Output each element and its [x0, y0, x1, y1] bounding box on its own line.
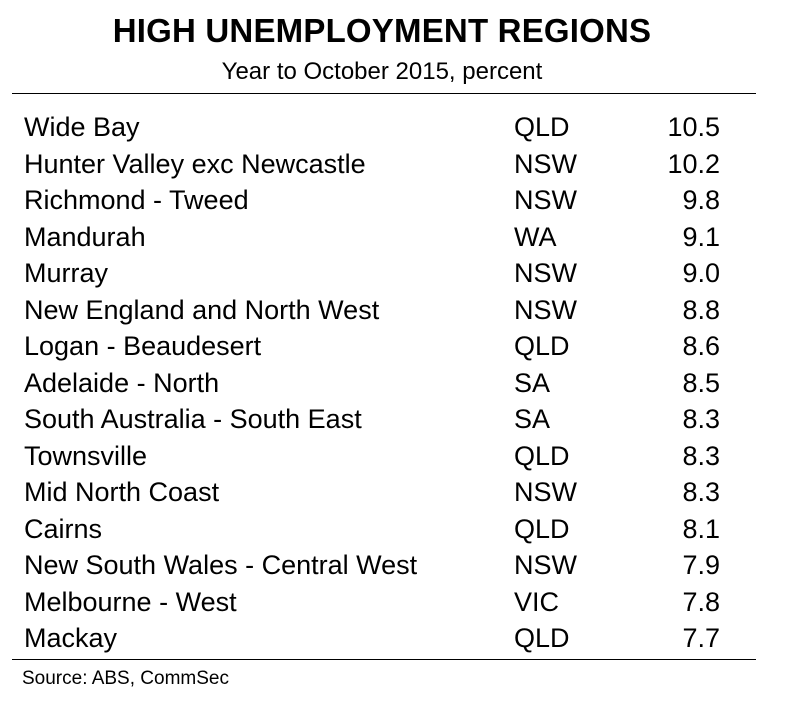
state-cell: QLD	[514, 331, 570, 361]
table-row: South Australia - South East SA 8.3	[0, 403, 764, 440]
unemployment-rate-cell: 10.5	[667, 112, 720, 142]
state-cell: WA	[514, 221, 557, 252]
unemployment-rate-cell: 7.7	[682, 623, 720, 653]
region-name-cell: Murray	[24, 258, 109, 288]
table-row: Townsville QLD 8.3	[0, 440, 764, 477]
state-cell: NSW	[514, 477, 577, 507]
unemployment-rate-cell: 7.9	[682, 550, 720, 580]
table-row: Cairns QLD 8.1	[0, 513, 764, 550]
table-row: Logan - Beaudesert QLD 8.6	[0, 330, 764, 367]
region-name-cell: Logan - Beaudesert	[24, 331, 262, 361]
bottom-divider	[12, 659, 756, 660]
state-cell: NSW	[514, 148, 577, 179]
unemployment-rate-cell: 9.0	[682, 258, 720, 288]
region-name-cell: Townsville	[24, 440, 148, 471]
table-row: Hunter Valley exc Newcastle NSW 10.2	[0, 148, 764, 185]
unemployment-rate-cell: 10.2	[667, 148, 720, 179]
top-divider	[12, 93, 756, 94]
region-name-cell: Mid North Coast	[24, 477, 220, 507]
unemployment-rate-cell: 9.1	[682, 221, 720, 252]
table-row: Mackay QLD 7.7	[0, 622, 764, 659]
table-subtitle: Year to October 2015, percent	[221, 58, 543, 85]
unemployment-rate-cell: 8.6	[682, 331, 720, 361]
table-title: HIGH UNEMPLOYMENT REGIONS	[112, 12, 652, 49]
state-cell: VIC	[514, 586, 560, 617]
state-cell: QLD	[514, 112, 570, 142]
state-cell: NSW	[514, 258, 577, 288]
table-row: Melbourne - West VIC 7.8	[0, 586, 764, 623]
unemployment-rate-cell: 8.3	[682, 404, 720, 434]
table-row: New England and North West NSW 8.8	[0, 294, 764, 331]
region-name-cell: Cairns	[24, 513, 103, 544]
unemployment-rate-cell: 8.3	[682, 440, 720, 471]
region-name-cell: Wide Bay	[24, 112, 140, 142]
state-cell: QLD	[514, 440, 570, 471]
state-cell: SA	[514, 404, 551, 434]
table-row: New South Wales - Central West NSW 7.9	[0, 549, 764, 586]
region-name-cell: New South Wales - Central West	[24, 550, 418, 580]
state-cell: NSW	[514, 294, 577, 325]
table-row: Mandurah WA 9.1	[0, 221, 764, 258]
table-body: Wide Bay QLD 10.5 Hunter Valley exc Newcast…	[0, 111, 764, 659]
region-name-cell: Adelaide - North	[24, 367, 220, 398]
unemployment-rate-cell: 9.8	[682, 185, 720, 215]
table-row: Murray NSW 9.0	[0, 257, 764, 294]
region-name-cell: Mackay	[24, 623, 118, 653]
table-row: Wide Bay QLD 10.5	[0, 111, 764, 148]
region-name-cell: Mandurah	[24, 221, 146, 252]
region-name-cell: South Australia - South East	[24, 404, 362, 434]
table-row: Richmond - Tweed NSW 9.8	[0, 184, 764, 221]
state-cell: QLD	[514, 513, 570, 544]
state-cell: NSW	[514, 550, 577, 580]
region-name-cell: Richmond - Tweed	[24, 185, 249, 215]
unemployment-rate-cell: 8.3	[682, 477, 720, 507]
region-name-cell: New England and North West	[24, 294, 380, 325]
state-cell: NSW	[514, 185, 577, 215]
source-note: Source: ABS, CommSec	[22, 668, 229, 689]
unemployment-rate-cell: 8.1	[682, 513, 720, 544]
table-row: Adelaide - North SA 8.5	[0, 367, 764, 404]
table-row: Mid North Coast NSW 8.3	[0, 476, 764, 513]
state-cell: QLD	[514, 623, 570, 653]
unemployment-rate-cell: 8.8	[682, 294, 720, 325]
unemployment-rate-cell: 8.5	[682, 367, 720, 398]
region-name-cell: Hunter Valley exc Newcastle	[24, 148, 366, 179]
unemployment-rate-cell: 7.8	[682, 586, 720, 617]
region-name-cell: Melbourne - West	[24, 586, 237, 617]
state-cell: SA	[514, 367, 551, 398]
